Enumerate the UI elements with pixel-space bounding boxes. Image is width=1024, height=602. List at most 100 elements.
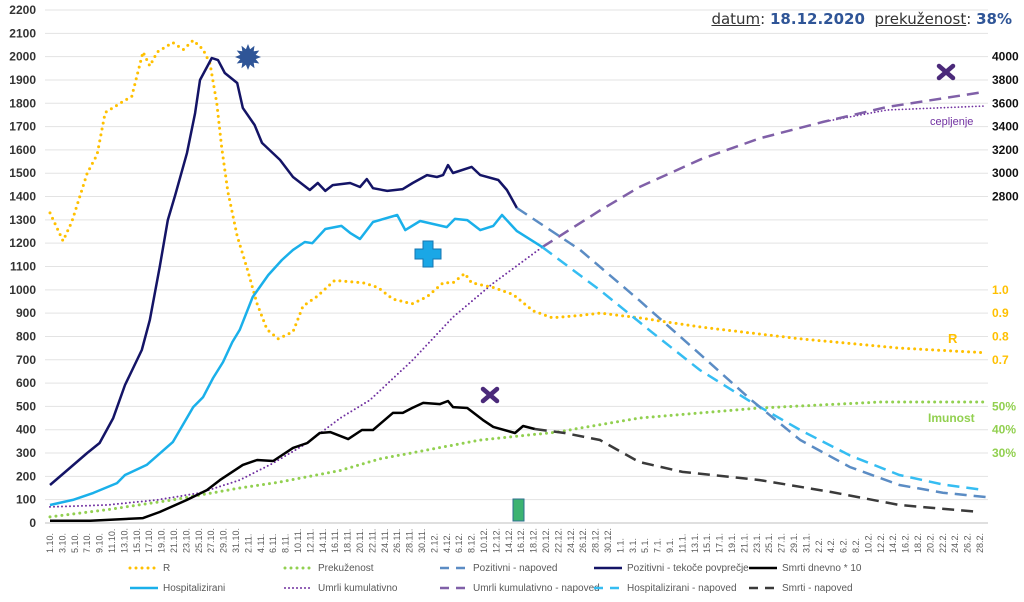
legend-marker — [130, 586, 158, 590]
x-tick-label: 14.12. — [504, 528, 514, 553]
right-tick-immunity: 50% — [992, 399, 1016, 413]
legend-item-cum: Umrli kumulativno — [283, 581, 397, 595]
death-x-icon — [480, 386, 500, 404]
x-tick-label: 15.10. — [132, 528, 142, 553]
legend-marker — [128, 566, 160, 570]
x-tick-label: 10.12. — [479, 528, 489, 553]
legend-label: Pozitivni - napoved — [473, 562, 558, 574]
right-tick-immunity: 30% — [992, 446, 1016, 460]
legend-label: Hospitalizirani — [163, 582, 226, 594]
legend-item-hosp_fc: Hospitalizirani - napoved — [592, 581, 737, 595]
legend-marker — [440, 566, 468, 570]
x-tick-label: 6.2. — [839, 538, 849, 553]
x-tick-label: 7.1. — [653, 538, 663, 553]
x-tick-label: 28.11. — [405, 529, 415, 553]
x-tick-label: 17.1. — [715, 533, 725, 553]
x-tick-label: 20.2. — [925, 533, 935, 553]
vaccine-vial-icon — [512, 498, 525, 522]
x-tick-label: 10.2. — [863, 533, 873, 553]
series-line-deaths_fc — [534, 427, 981, 514]
x-tick-label: 4.12. — [442, 533, 452, 553]
x-tick-label: 1.1. — [615, 538, 625, 553]
x-tick-label: 5.1. — [640, 538, 650, 553]
x-tick-label: 22.12. — [553, 528, 563, 553]
x-tick-label: 25.10. — [194, 528, 204, 553]
legend-marker — [440, 586, 468, 590]
covid-chart: 0 100 200 300 400 500 600 700 800 900 1000 1100 1200… — [9, 3, 1019, 553]
y-tick-label: 1000 — [9, 283, 36, 297]
x-tick-label: 3.1. — [628, 538, 638, 553]
x-tick-label: 31.10. — [231, 528, 241, 553]
y-tick-label: 400 — [16, 423, 36, 437]
x-tick-label: 8.11. — [281, 534, 291, 553]
right-tick-deaths: 2800 — [992, 190, 1019, 204]
x-tick-label: 14.11. — [318, 529, 328, 553]
y-tick-label: 1200 — [9, 236, 36, 250]
x-tick-label: 24.11. — [380, 529, 390, 553]
y-tick-label: 700 — [16, 353, 36, 367]
y-tick-label: 2200 — [9, 3, 36, 17]
x-tick-label: 23.10. — [181, 528, 191, 553]
chart-legend: R Prekuženost Pozitivni - napoved Pozitivni… — [0, 558, 1024, 602]
x-tick-label: 31.1. — [801, 533, 811, 553]
legend-item-deaths_fc: Smrti - napoved — [747, 581, 853, 595]
x-tick-label: 2.11. — [243, 534, 253, 553]
right-tick-deaths: 3000 — [992, 166, 1019, 180]
legend-item-positive_fc: Pozitivni - napoved — [438, 561, 558, 575]
legend-item-deaths: Smrti dnevno * 10 — [747, 561, 862, 575]
x-tick-label: 1.10. — [45, 533, 55, 553]
right-tick-r: 1.0 — [992, 283, 1009, 297]
y-tick-label: 800 — [16, 329, 36, 343]
y-tick-label: 600 — [16, 376, 36, 390]
legend-marker — [594, 566, 622, 570]
x-tick-label: 24.12. — [566, 528, 576, 553]
x-tick-label: 13.10. — [119, 528, 129, 553]
x-tick-label: 27.10. — [206, 528, 216, 553]
x-tick-label: 5.10. — [70, 533, 80, 553]
y-tick-label: 100 — [16, 493, 36, 507]
x-tick-label: 6.11. — [268, 534, 278, 553]
x-tick-label: 16.11. — [330, 529, 340, 553]
y-tick-label: 1800 — [9, 96, 36, 110]
x-tick-label: 16.2. — [901, 533, 911, 553]
right-tick-immunity: 40% — [992, 423, 1016, 437]
x-tick-label: 15.1. — [702, 533, 712, 553]
right-tick-deaths: 3800 — [992, 73, 1019, 87]
x-tick-label: 6.12. — [454, 533, 464, 553]
x-tick-label: 18.12. — [529, 528, 539, 553]
series-line-cum — [49, 246, 544, 508]
y-tick-label: 1900 — [9, 73, 36, 87]
immunity-value: 38% — [976, 10, 1012, 28]
series-line-hosp — [49, 213, 543, 507]
death-x-icon — [936, 63, 956, 81]
x-tick-label: 11.1. — [677, 534, 687, 553]
x-tick-label: 28.12. — [591, 528, 601, 553]
y-tick-label: 900 — [16, 306, 36, 320]
date-value: 18.12.2020 — [770, 10, 865, 28]
x-tick-label: 28.2. — [975, 533, 985, 553]
x-tick-label: 18.11. — [343, 529, 353, 553]
x-tick-label: 19.1. — [727, 533, 737, 553]
x-tick-label: 10.11. — [293, 529, 303, 553]
annotation-immunity: Imunost — [928, 411, 975, 425]
right-tick-r: 0.7 — [992, 353, 1009, 367]
x-tick-label: 22.11. — [367, 529, 377, 553]
right-tick-deaths: 3400 — [992, 120, 1019, 134]
x-tick-label: 8.2. — [851, 538, 861, 553]
legend-label: Prekuženost — [318, 562, 374, 574]
series-line-deaths — [50, 399, 536, 522]
x-tick-label: 26.11. — [392, 529, 402, 553]
y-tick-label: 1500 — [9, 166, 36, 180]
legend-marker — [749, 566, 777, 570]
x-tick-label: 11.10. — [107, 529, 117, 553]
x-tick-label: 18.2. — [913, 533, 923, 553]
date-label: datum — [711, 10, 761, 28]
y-tick-label: 1700 — [9, 120, 36, 134]
legend-marker — [749, 586, 777, 590]
x-tick-label: 22.2. — [938, 533, 948, 553]
legend-label: Umrli kumulativno - napoved — [473, 582, 600, 594]
legend-item-immunity: Prekuženost — [283, 561, 374, 575]
legend-marker — [284, 587, 314, 589]
x-tick-label: 29.10. — [219, 528, 229, 553]
x-tick-label: 16.12. — [516, 528, 526, 553]
